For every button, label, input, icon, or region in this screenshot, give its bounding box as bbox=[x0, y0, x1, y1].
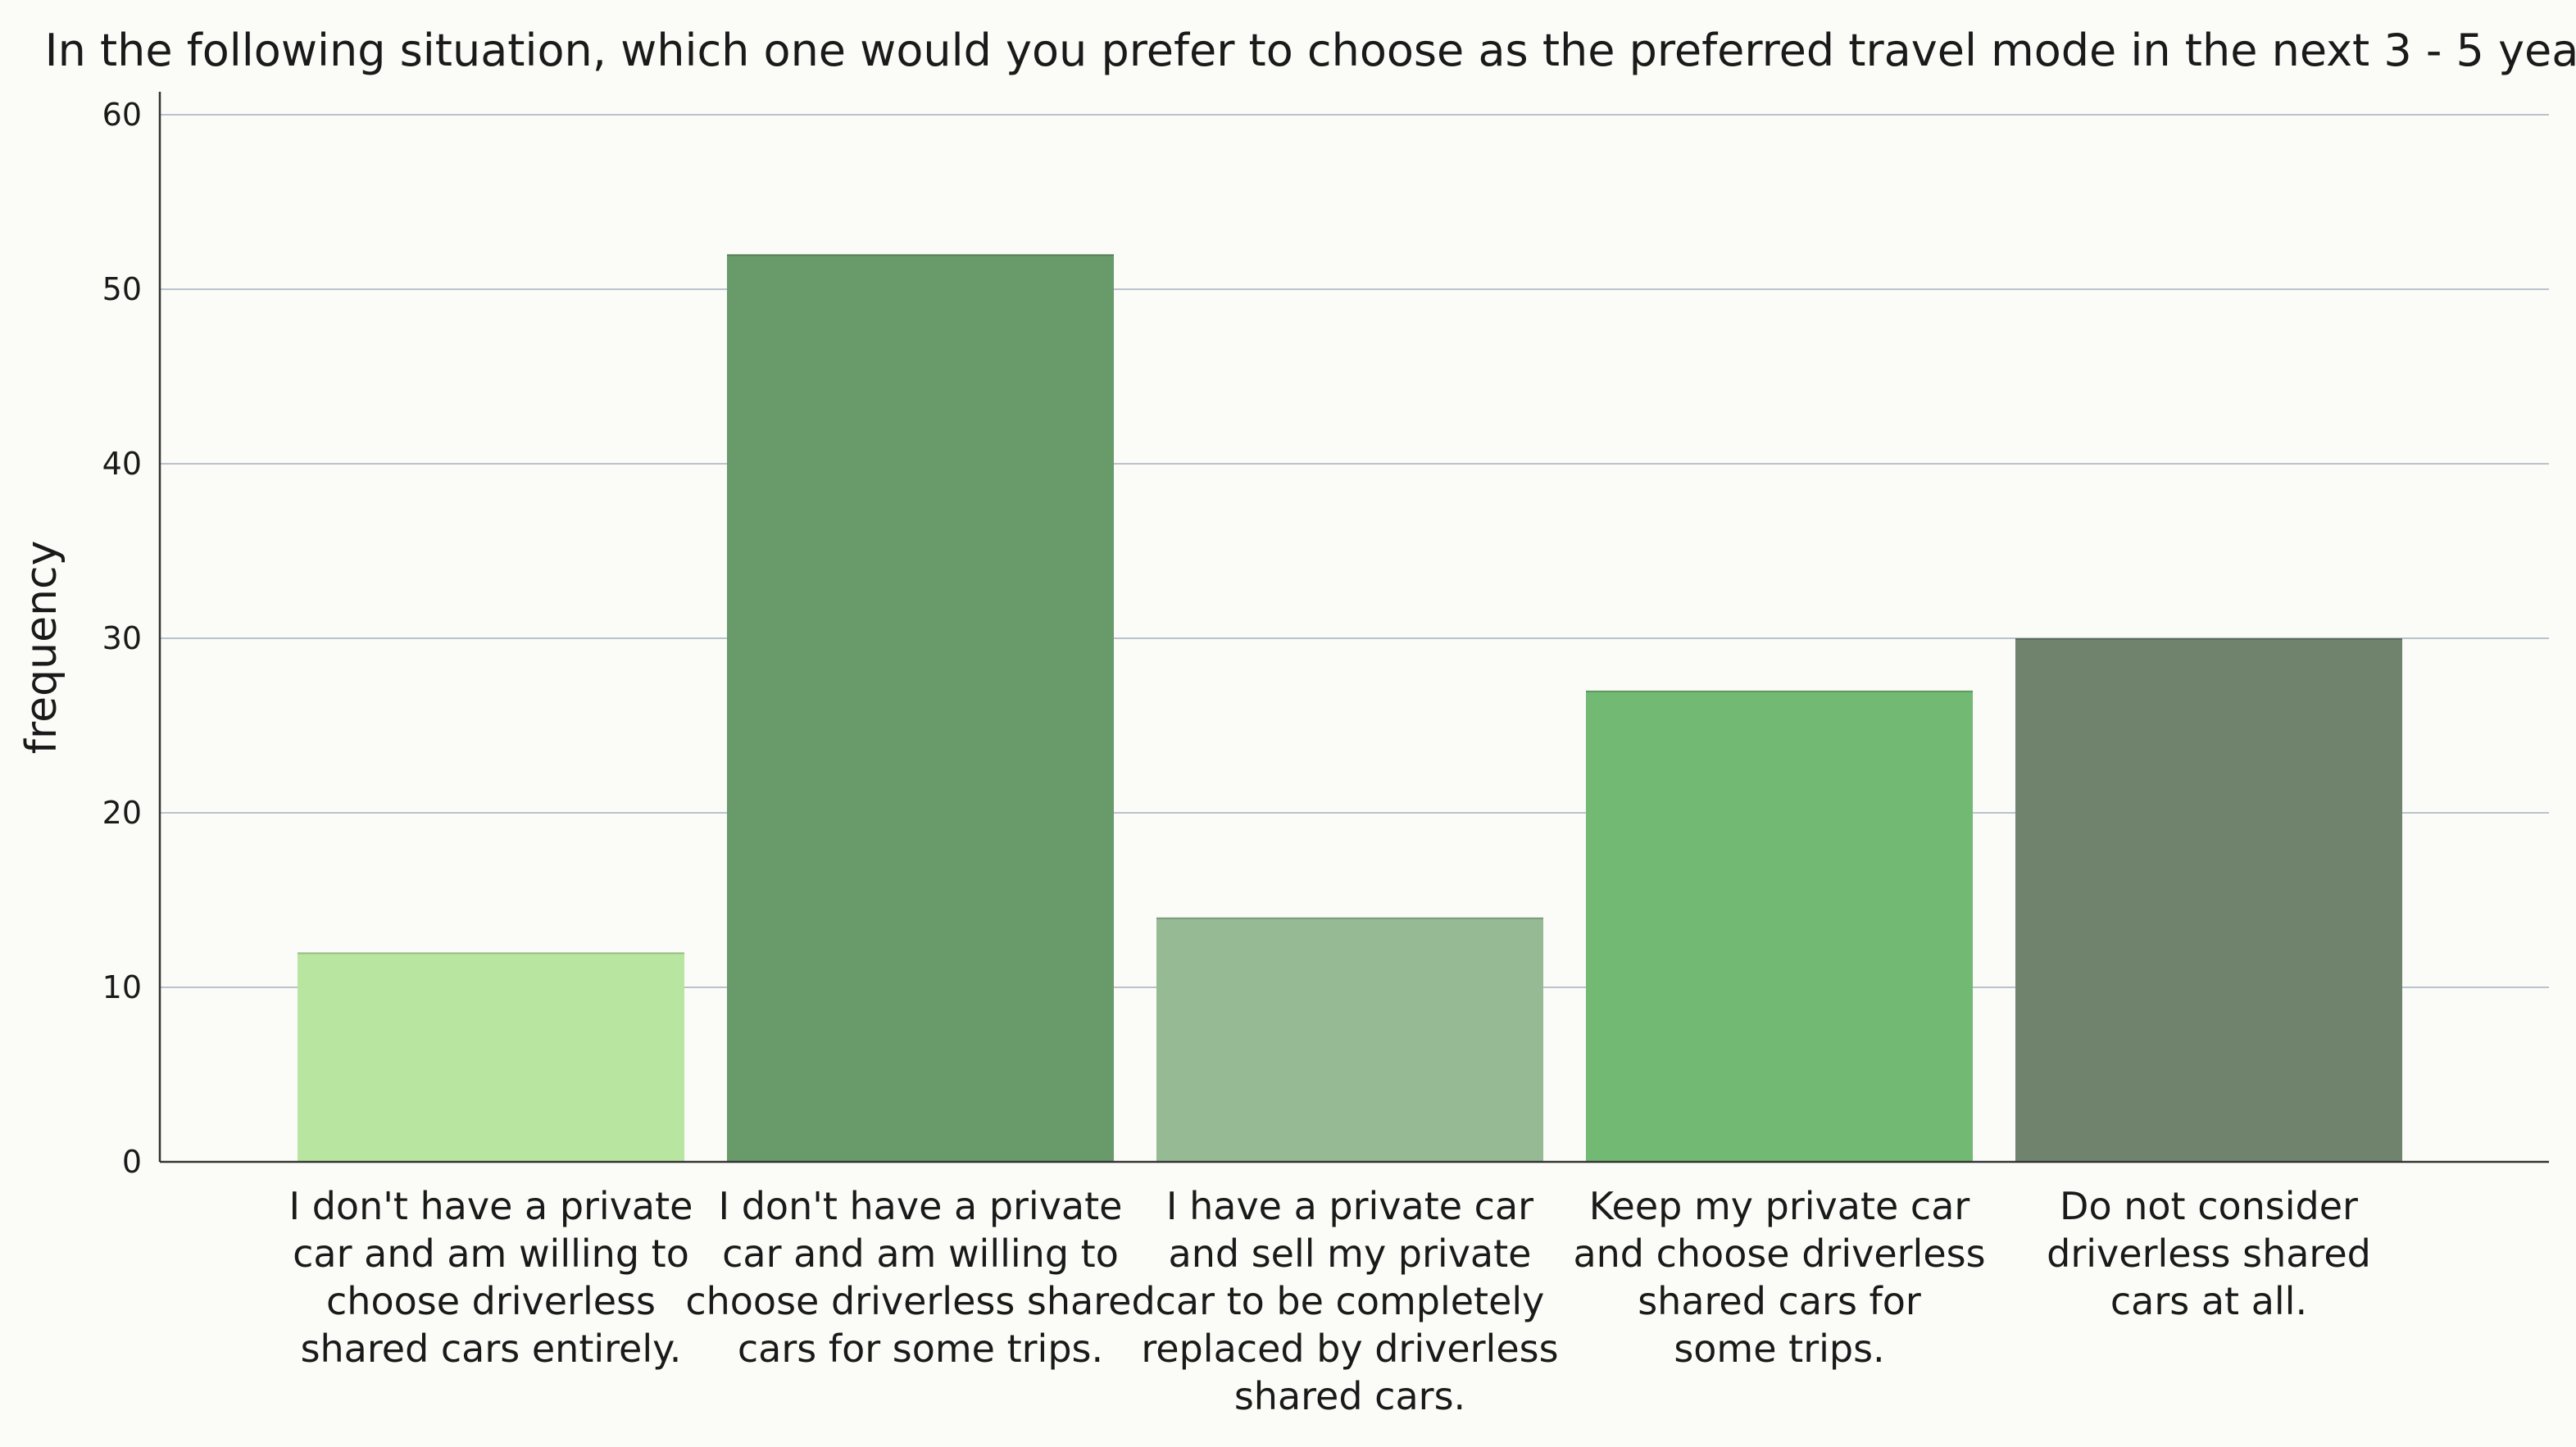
y-tick-label: 10 bbox=[102, 969, 142, 1005]
category-label-line: I have a private car bbox=[1166, 1184, 1533, 1228]
category-label-line: Do not consider bbox=[2060, 1184, 2358, 1228]
category-label-line: and sell my private bbox=[1169, 1232, 1532, 1276]
x-category-label-5: Do not consider driverless shared cars at … bbox=[2047, 1184, 2371, 1323]
bar-1 bbox=[298, 952, 684, 1162]
x-category-label-3: I have a private car and sell my private c… bbox=[1141, 1184, 1558, 1418]
category-label-line: shared cars for bbox=[1638, 1279, 1921, 1323]
category-label-line: car and am willing to bbox=[722, 1232, 1119, 1276]
bars bbox=[298, 254, 2402, 1162]
axes bbox=[158, 92, 2549, 1163]
category-label-line: some trips. bbox=[1674, 1327, 1884, 1371]
category-label-line: shared cars entirely. bbox=[301, 1327, 682, 1371]
category-label-line: I don't have a private bbox=[289, 1184, 693, 1228]
category-label-line: car and am willing to bbox=[293, 1232, 689, 1276]
bar-5 bbox=[2015, 638, 2402, 1162]
bar-2 bbox=[727, 254, 1114, 1162]
y-axis-label: frequency bbox=[17, 541, 66, 755]
y-tick-label: 30 bbox=[102, 620, 142, 656]
category-label-line: cars at all. bbox=[2110, 1279, 2307, 1323]
category-label-line: cars for some trips. bbox=[738, 1327, 1103, 1371]
x-category-label-2: I don't have a private car and am willing… bbox=[685, 1184, 1155, 1371]
y-tick-label: 20 bbox=[102, 795, 142, 831]
category-label-line: choose driverless shared bbox=[685, 1279, 1155, 1323]
y-tick-label: 50 bbox=[102, 271, 142, 307]
category-label-line: car to be completely bbox=[1156, 1279, 1545, 1323]
category-label-line: driverless shared bbox=[2047, 1232, 2371, 1276]
bar-3 bbox=[1156, 917, 1543, 1162]
y-ticks: 0 10 20 30 40 50 60 bbox=[102, 97, 142, 1180]
x-category-label-4: Keep my private car and choose driverless… bbox=[1573, 1184, 1985, 1371]
category-label-line: shared cars. bbox=[1234, 1374, 1465, 1418]
x-category-labels: I don't have a private car and am willing… bbox=[289, 1184, 2371, 1418]
category-label-line: and choose driverless bbox=[1573, 1232, 1985, 1276]
bar-4 bbox=[1586, 690, 1973, 1162]
x-category-label-1: I don't have a private car and am willing… bbox=[289, 1184, 693, 1371]
category-label-line: choose driverless bbox=[326, 1279, 656, 1323]
category-label-line: I don't have a private bbox=[719, 1184, 1123, 1228]
category-label-line: Keep my private car bbox=[1589, 1184, 1970, 1228]
y-tick-label: 40 bbox=[102, 446, 142, 482]
y-tick-label: 0 bbox=[122, 1144, 142, 1180]
category-label-line: replaced by driverless bbox=[1141, 1327, 1558, 1371]
chart-title: In the following situation, which one wo… bbox=[45, 25, 2576, 76]
y-tick-label: 60 bbox=[102, 97, 142, 133]
